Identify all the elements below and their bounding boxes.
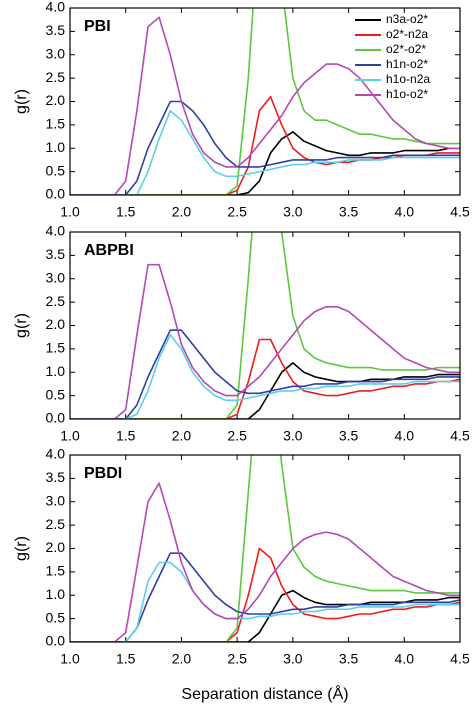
panel: 0.0 0.5 1.0 1.5 2.0 2.5 3.0 3.5 4.0 1.0 1.5 2.0 2.5 3… xyxy=(13,446,470,704)
y-tick-label: 3.0 xyxy=(46,269,66,285)
x-tick-label: 4.0 xyxy=(395,204,415,220)
series-line xyxy=(70,100,460,195)
y-tick-label: 1.0 xyxy=(46,139,66,155)
x-tick-label: 3.5 xyxy=(339,651,359,667)
y-axis-label: g(r) xyxy=(13,536,30,561)
y-tick-label: 1.5 xyxy=(46,116,66,132)
lines xyxy=(70,455,460,642)
series-line xyxy=(70,561,460,642)
x-axis-label: Separation distance (Å) xyxy=(181,684,348,703)
legend-label: n3a-o2* xyxy=(386,12,428,26)
y-tick-label: 1.5 xyxy=(46,340,66,356)
series-line xyxy=(70,589,460,642)
y-tick-label: 0.5 xyxy=(46,386,66,402)
y-tick-label: 3.5 xyxy=(46,22,66,38)
x-tick-label: 4.5 xyxy=(450,204,470,220)
y-tick-label: 1.5 xyxy=(46,563,66,579)
series-line xyxy=(70,482,460,642)
series-line xyxy=(70,96,460,195)
y-tick-label: 0.5 xyxy=(46,162,66,178)
x-tick-label: 3.0 xyxy=(283,651,303,667)
series-line xyxy=(70,455,460,642)
x-tick-label: 1.0 xyxy=(60,204,80,220)
series-line xyxy=(70,338,460,419)
series-line xyxy=(70,232,460,419)
x-tick-label: 1.5 xyxy=(116,651,136,667)
y-tick-label: 3.0 xyxy=(46,45,66,61)
x-tick-label: 3.0 xyxy=(283,428,303,444)
y-tick-label: 1.0 xyxy=(46,586,66,602)
x-tick-label: 4.0 xyxy=(395,428,415,444)
series-line xyxy=(70,263,460,419)
x-tick-label: 3.5 xyxy=(339,428,359,444)
y-tick-label: 2.0 xyxy=(46,539,66,555)
y-tick-label: 3.5 xyxy=(46,246,66,262)
y-tick-label: 2.0 xyxy=(46,92,66,108)
plot-frame xyxy=(69,7,461,196)
y-tick-label: 4.0 xyxy=(46,0,66,15)
legend: n3a-o2*o2*-n2ao2*-o2*h1n-o2*h1o-n2ah1o-o… xyxy=(355,12,430,101)
y-tick-label: 3.5 xyxy=(46,469,66,485)
x-tick-label: 1.0 xyxy=(60,428,80,444)
x-tick-label: 2.0 xyxy=(172,428,192,444)
y-axis-label: g(r) xyxy=(13,89,30,114)
panel: 0.0 0.5 1.0 1.5 2.0 2.5 3.0 3.5 4.0 1.0 1.5 2.0 2.5 3… xyxy=(13,223,470,444)
x-tick-label: 4.5 xyxy=(450,651,470,667)
legend-label: h1o-n2a xyxy=(386,72,430,86)
panel-title: ABPBI xyxy=(84,242,134,259)
series-line xyxy=(70,329,460,419)
panel-title: PBI xyxy=(84,18,111,35)
plot-frame xyxy=(69,454,461,643)
x-tick-label: 4.0 xyxy=(395,651,415,667)
lines xyxy=(70,8,460,195)
series-line xyxy=(70,547,460,642)
series-line xyxy=(70,8,460,195)
y-axis-label: g(r) xyxy=(13,313,30,338)
legend-label: h1n-o2* xyxy=(386,57,428,71)
x-tick-label: 1.5 xyxy=(116,204,136,220)
y-tick-label: 1.0 xyxy=(46,363,66,379)
y-tick-label: 0.5 xyxy=(46,609,66,625)
series-line xyxy=(70,16,460,195)
y-tick-label: 0.0 xyxy=(46,633,66,649)
panel: 0.0 0.5 1.0 1.5 2.0 2.5 3.0 3.5 4.0 1.0 1.5 2.0 2.5 3… xyxy=(13,0,470,220)
x-tick-label: 3.0 xyxy=(283,204,303,220)
y-tick-label: 0.0 xyxy=(46,410,66,426)
y-tick-label: 2.5 xyxy=(46,293,66,309)
x-tick-label: 2.0 xyxy=(172,204,192,220)
legend-label: o2*-o2* xyxy=(386,42,426,56)
panel-title: PBDI xyxy=(84,465,122,482)
x-tick-label: 2.0 xyxy=(172,651,192,667)
x-tick-label: 4.5 xyxy=(450,428,470,444)
series-line xyxy=(70,552,460,642)
x-tick-label: 3.5 xyxy=(339,204,359,220)
plot-frame xyxy=(69,231,461,420)
legend-label: o2*-n2a xyxy=(386,27,428,41)
lines xyxy=(70,232,460,419)
x-tick-label: 1.0 xyxy=(60,651,80,667)
y-tick-label: 2.0 xyxy=(46,316,66,332)
y-tick-label: 0.0 xyxy=(46,186,66,202)
x-tick-label: 2.5 xyxy=(227,428,247,444)
x-tick-label: 2.5 xyxy=(227,651,247,667)
y-tick-label: 3.0 xyxy=(46,492,66,508)
y-tick-label: 2.5 xyxy=(46,516,66,532)
y-tick-label: 2.5 xyxy=(46,69,66,85)
y-tick-label: 4.0 xyxy=(46,223,66,239)
series-line xyxy=(70,334,460,419)
legend-label: h1o-o2* xyxy=(386,87,428,101)
x-tick-label: 1.5 xyxy=(116,428,136,444)
y-tick-label: 4.0 xyxy=(46,446,66,462)
series-line xyxy=(70,131,460,195)
series-line xyxy=(70,110,460,195)
x-tick-label: 2.5 xyxy=(227,204,247,220)
